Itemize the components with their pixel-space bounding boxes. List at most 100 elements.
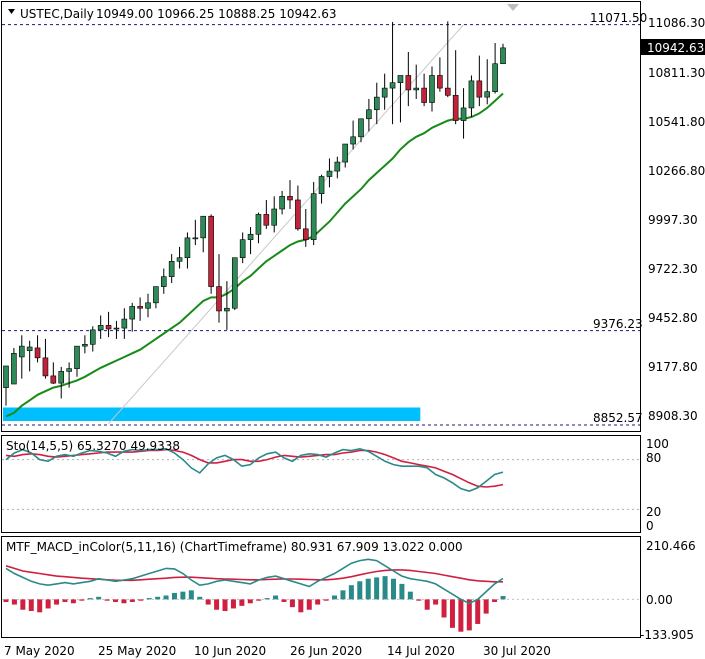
macd-histogram-bar <box>273 595 279 600</box>
time-tick: 10 Jun 2020 <box>194 644 266 658</box>
macd-histogram-bar <box>197 596 203 600</box>
stoch-level: 0 <box>646 519 654 533</box>
candle-body <box>476 80 483 98</box>
candle-body <box>145 302 151 309</box>
macd-histogram-bar <box>357 581 363 600</box>
candle-body <box>168 261 175 277</box>
macd-histogram-bar <box>424 599 430 610</box>
menu-triangle-icon[interactable] <box>8 9 15 14</box>
candle-body <box>34 347 41 359</box>
chart-header: USTEC,Daily 10949.00 10966.25 10888.25 1… <box>8 4 519 21</box>
macd-histogram-bar <box>365 578 371 600</box>
candle-body <box>160 276 167 287</box>
macd-histogram-bar <box>205 599 211 605</box>
candle-body <box>358 118 364 138</box>
macd-histogram-bar <box>382 576 388 600</box>
macd-histogram-bar <box>315 599 321 605</box>
candle-body <box>97 325 104 331</box>
candle-body <box>176 257 183 262</box>
candle-body <box>279 196 285 210</box>
candle-body <box>3 365 9 388</box>
macd-histogram-bar <box>348 585 354 600</box>
candle-body <box>468 80 475 109</box>
macd-histogram-bar <box>323 599 329 601</box>
macd-histogram-bar <box>390 578 396 600</box>
stoch-level: 100 <box>646 437 669 451</box>
candle-body <box>373 96 380 111</box>
candle-body <box>224 307 230 312</box>
macd-histogram-bar <box>466 599 472 631</box>
macd-histogram-bar <box>332 595 338 600</box>
candle-body <box>326 170 333 177</box>
candle-body <box>105 325 112 330</box>
candle-body <box>429 75 435 103</box>
macd-histogram-bar <box>20 599 26 610</box>
candle-body <box>26 346 33 351</box>
price-tick: 9452.80 <box>648 311 698 325</box>
candle-body <box>318 176 325 194</box>
price-tick: 11086.30 <box>648 16 705 30</box>
macd-histogram-bar <box>500 596 506 600</box>
macd-histogram-bar <box>129 599 135 602</box>
candle-body <box>500 47 506 65</box>
macd-histogram-bar <box>306 599 312 610</box>
macd-histogram-bar <box>11 599 17 605</box>
price-tick: 8908.30 <box>648 409 698 423</box>
stoch-title: Sto(14,5,5) 65.3270 49.9338 <box>6 439 180 453</box>
candle-body <box>42 357 49 377</box>
candle-body <box>421 87 427 103</box>
macd-histogram-bar <box>340 590 346 600</box>
macd-histogram-bar <box>433 599 439 605</box>
stoch-level: 20 <box>646 505 661 519</box>
macd-histogram-bar <box>407 591 413 600</box>
macd-histogram-bar <box>475 599 481 624</box>
macd-histogram-bar <box>374 577 380 600</box>
macd-histogram-bar <box>289 599 295 608</box>
macd-histogram-bar <box>449 599 455 628</box>
candle-body <box>452 95 459 121</box>
main-panel-frame <box>1 1 641 432</box>
candle-body <box>216 286 222 312</box>
candle-body <box>82 344 88 347</box>
candle-body <box>137 306 143 309</box>
candle-body <box>287 196 293 201</box>
macd-histogram-bar <box>264 598 270 600</box>
candle-body <box>397 75 404 83</box>
macd-histogram-bar <box>239 599 245 606</box>
time-tick: 14 Jul 2020 <box>387 644 455 658</box>
candle-body <box>184 237 191 259</box>
candle-body <box>18 345 25 358</box>
macd-histogram-bar <box>188 590 194 600</box>
symbol-label: USTEC,Daily <box>20 7 94 21</box>
macd-histogram-bar <box>247 599 253 604</box>
candle-body <box>302 228 309 240</box>
macd-histogram-bar <box>121 599 127 604</box>
macd-histogram-bar <box>3 599 9 602</box>
macd-histogram-bar <box>45 599 51 609</box>
macd-histogram-bar <box>458 599 464 632</box>
scroll-marker-icon[interactable] <box>507 4 519 11</box>
candle-body <box>381 87 388 98</box>
macd-histogram-bar <box>441 599 447 618</box>
candle-body <box>129 306 136 320</box>
price-tick: 10811.30 <box>648 66 705 80</box>
macd-title: MTF_MACD_inColor(5,11,16) (ChartTimefram… <box>6 540 463 554</box>
candle-body <box>310 193 317 240</box>
macd-histogram-bar <box>298 599 304 613</box>
candle-body <box>113 327 120 330</box>
macd-histogram-bar <box>87 598 93 600</box>
macd-histogram-bar <box>37 599 43 613</box>
candle-body <box>295 199 301 230</box>
macd-histogram-bar <box>222 599 228 612</box>
macd-histogram-bar <box>256 599 262 601</box>
candle-body <box>263 214 270 226</box>
candle-body <box>444 87 451 96</box>
candle-body <box>460 107 467 121</box>
candle-body <box>89 329 96 345</box>
macd-histogram-bar <box>113 599 119 602</box>
candle-body <box>366 109 372 120</box>
macd-histogram-bar <box>230 599 236 609</box>
macd-histogram-bar <box>492 599 498 602</box>
